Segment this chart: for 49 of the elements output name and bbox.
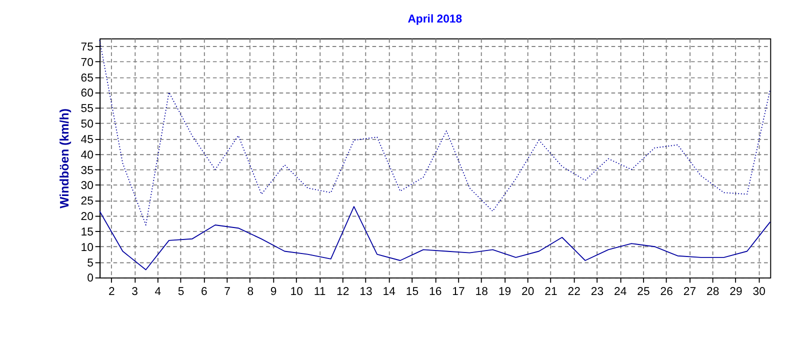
chart-title: April 2018 bbox=[408, 13, 462, 26]
x-tick-label: 8 bbox=[247, 286, 254, 298]
y-tick-label: 35 bbox=[80, 164, 94, 177]
y-tick-label: 20 bbox=[80, 211, 94, 224]
x-tick-label: 25 bbox=[637, 286, 650, 298]
x-tick-label: 7 bbox=[224, 286, 230, 298]
y-tick-label: 0 bbox=[87, 272, 94, 285]
x-tick-label: 13 bbox=[360, 286, 372, 298]
y-tick-label: 75 bbox=[80, 41, 94, 54]
x-tick-label: 16 bbox=[429, 286, 442, 298]
x-tick-label: 27 bbox=[683, 286, 696, 298]
x-tick-label: 3 bbox=[132, 286, 138, 298]
y-tick-label: 15 bbox=[80, 226, 94, 238]
x-tick-label: 22 bbox=[568, 286, 580, 298]
x-tick-label: 20 bbox=[522, 286, 534, 298]
x-tick-label: 4 bbox=[154, 286, 162, 298]
line-series bbox=[99, 40, 771, 226]
x-tick-label: 14 bbox=[382, 286, 396, 298]
x-tick-label: 30 bbox=[752, 286, 766, 298]
x-tick-label: 19 bbox=[498, 286, 512, 298]
x-tick-label: 2 bbox=[108, 286, 115, 298]
y-tick-label: 40 bbox=[80, 149, 94, 162]
y-tick-label: 10 bbox=[80, 242, 94, 254]
x-tick-label: 5 bbox=[178, 286, 184, 298]
y-tick-label: 60 bbox=[80, 88, 94, 100]
x-tick-label: 26 bbox=[660, 286, 673, 298]
x-tick-label: 23 bbox=[590, 286, 604, 298]
y-tick-label: 30 bbox=[80, 180, 94, 192]
x-tick-label: 18 bbox=[475, 286, 488, 298]
x-tick-label: 12 bbox=[336, 286, 350, 298]
y-tick-label: 45 bbox=[80, 134, 94, 146]
x-tick-label: 6 bbox=[200, 286, 208, 298]
y-tick-label: 70 bbox=[80, 56, 94, 69]
x-tick-label: 9 bbox=[270, 286, 277, 298]
x-tick-label: 11 bbox=[314, 286, 326, 298]
x-tick-label: 29 bbox=[730, 286, 742, 298]
x-tick-label: 21 bbox=[544, 286, 558, 298]
y-tick-label: 50 bbox=[80, 118, 94, 131]
x-tick-label: 10 bbox=[290, 286, 303, 298]
y-tick-label: 55 bbox=[80, 103, 94, 116]
x-tick-label: 15 bbox=[406, 286, 419, 298]
y-tick-label: 65 bbox=[80, 72, 94, 84]
line-series bbox=[99, 206, 771, 270]
y-axis-title: Windböen (km/h) bbox=[57, 108, 72, 208]
y-tick-label: 5 bbox=[87, 257, 94, 270]
x-tick-label: 17 bbox=[452, 286, 465, 298]
x-tick-label: 28 bbox=[706, 286, 720, 298]
y-tick-label: 25 bbox=[80, 196, 94, 208]
x-tick-label: 24 bbox=[614, 286, 627, 298]
